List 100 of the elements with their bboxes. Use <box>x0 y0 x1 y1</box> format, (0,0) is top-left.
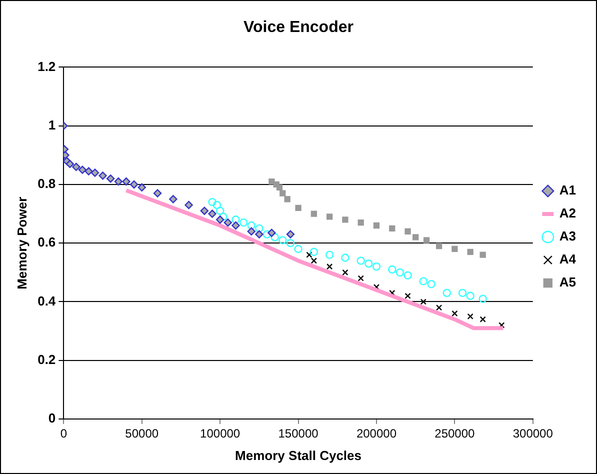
x-axis-title: Memory Stall Cycles <box>235 448 362 463</box>
point <box>404 292 411 299</box>
y-tick-label: 0.8 <box>38 176 56 192</box>
point <box>420 298 426 305</box>
point <box>480 316 486 322</box>
point <box>247 221 256 230</box>
legend-label: A5 <box>559 274 576 290</box>
point <box>184 200 193 210</box>
point <box>326 263 333 270</box>
point <box>358 220 364 226</box>
point <box>341 254 350 262</box>
x-tick-label: 150000 <box>278 426 319 441</box>
point <box>452 246 458 252</box>
point <box>326 214 333 220</box>
point <box>427 280 436 288</box>
point <box>276 184 283 190</box>
point <box>219 212 228 221</box>
legend-label: A2 <box>559 206 576 221</box>
point <box>90 168 100 177</box>
y-tick-label: 1 <box>48 117 56 132</box>
point <box>130 180 138 189</box>
x-tick-label: 200000 <box>356 426 397 441</box>
point <box>200 206 209 215</box>
point <box>232 221 240 230</box>
point <box>286 239 295 248</box>
y-tick-label: 0 <box>48 410 56 426</box>
point <box>106 174 115 183</box>
point <box>270 233 279 242</box>
point <box>458 288 467 298</box>
point <box>310 258 317 264</box>
point <box>153 189 162 198</box>
point <box>452 310 458 317</box>
y-tick-label: 0.6 <box>38 234 56 250</box>
point <box>216 206 224 215</box>
y-tick-label: 0.4 <box>38 293 56 308</box>
point <box>255 224 264 233</box>
point <box>138 183 146 192</box>
x-tick-label: 250000 <box>434 426 476 441</box>
point <box>467 313 474 320</box>
point <box>396 268 404 277</box>
point <box>389 225 396 232</box>
point <box>78 166 87 174</box>
point <box>278 236 287 244</box>
point <box>466 292 474 300</box>
legend-label: A3 <box>559 228 576 244</box>
point <box>268 228 276 237</box>
point <box>212 200 222 210</box>
point <box>72 162 80 171</box>
point <box>268 178 275 185</box>
point <box>404 228 411 234</box>
point <box>262 230 272 238</box>
x-tick-label: 0 <box>60 426 68 441</box>
point <box>372 262 381 271</box>
y-axis-title: Memory Power <box>14 196 30 290</box>
point <box>66 160 74 168</box>
point <box>232 216 240 224</box>
point <box>224 218 232 227</box>
point <box>356 256 365 265</box>
y-tick-label: 0.2 <box>38 352 56 367</box>
point <box>364 260 373 268</box>
point <box>423 237 430 244</box>
x-tick-label: 50000 <box>125 426 159 441</box>
point <box>436 304 442 311</box>
point <box>478 294 487 303</box>
point <box>342 269 348 276</box>
point <box>388 265 396 274</box>
chart-title: Voice Encoder <box>244 19 354 36</box>
point <box>419 277 428 286</box>
point <box>280 190 286 196</box>
point <box>498 322 505 328</box>
point <box>404 271 412 280</box>
legend-label: A1 <box>559 182 576 198</box>
point <box>286 230 295 238</box>
point <box>412 234 419 240</box>
point <box>294 244 302 254</box>
point <box>114 177 123 186</box>
point <box>325 250 334 259</box>
point <box>373 222 380 229</box>
point <box>342 216 348 223</box>
point <box>169 195 178 204</box>
point <box>216 216 224 224</box>
point <box>480 252 486 258</box>
point <box>84 167 93 176</box>
point <box>208 210 216 218</box>
point <box>247 227 256 236</box>
point <box>295 204 302 211</box>
point <box>310 210 317 217</box>
point <box>310 248 318 256</box>
point <box>284 196 290 202</box>
point <box>208 198 216 206</box>
point <box>239 218 248 227</box>
x-tick-label: 100000 <box>200 426 240 441</box>
point <box>255 230 264 238</box>
legend-label: A4 <box>559 252 577 267</box>
point <box>98 172 107 180</box>
x-tick-label: 300000 <box>512 426 554 441</box>
point <box>306 252 312 258</box>
point <box>122 177 130 186</box>
point <box>442 288 451 298</box>
point <box>467 248 474 255</box>
